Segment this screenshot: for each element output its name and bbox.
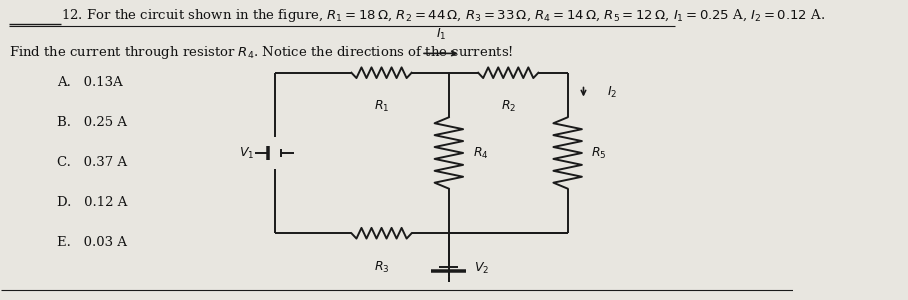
Text: A.   0.13A: A. 0.13A	[57, 76, 123, 89]
Text: $I_1$: $I_1$	[436, 26, 446, 41]
Text: $R_4$: $R_4$	[472, 146, 489, 160]
Text: $R_1$: $R_1$	[374, 99, 390, 115]
Text: $R_3$: $R_3$	[374, 260, 390, 275]
Text: $R_2$: $R_2$	[500, 99, 516, 115]
Text: E.   0.03 A: E. 0.03 A	[57, 236, 127, 249]
Text: $V_2$: $V_2$	[474, 261, 489, 276]
Text: $I_2$: $I_2$	[607, 85, 617, 100]
Text: $R_5$: $R_5$	[591, 146, 607, 160]
Text: C.   0.37 A: C. 0.37 A	[57, 156, 127, 169]
Text: Find the current through resistor $R_4$. Notice the directions of the currents!: Find the current through resistor $R_4$.…	[9, 44, 514, 62]
Text: 12. For the circuit shown in the figure, $R_1 = 18\,\Omega$, $R_2 = 44\,\Omega$,: 12. For the circuit shown in the figure,…	[61, 7, 825, 24]
Text: $V_1$: $V_1$	[239, 146, 254, 160]
Text: B.   0.25 A: B. 0.25 A	[57, 116, 127, 129]
Text: D.   0.12 A: D. 0.12 A	[57, 196, 127, 209]
